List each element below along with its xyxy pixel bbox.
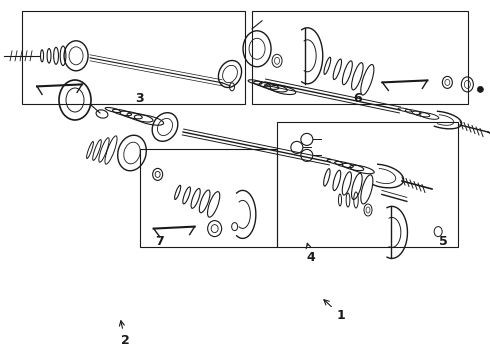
Text: 7: 7 [155,235,164,248]
Circle shape [301,134,313,145]
Circle shape [291,141,303,153]
Text: 3: 3 [135,93,144,105]
Text: 5: 5 [439,235,448,248]
Circle shape [301,149,313,161]
Bar [22,11,245,104]
Text: 2: 2 [120,321,129,347]
Text: 1: 1 [324,300,345,321]
Bar [277,122,458,247]
Bar [252,11,468,104]
Circle shape [477,86,483,93]
Text: 4: 4 [306,243,316,264]
Bar [140,149,277,247]
Text: 6: 6 [353,93,362,105]
